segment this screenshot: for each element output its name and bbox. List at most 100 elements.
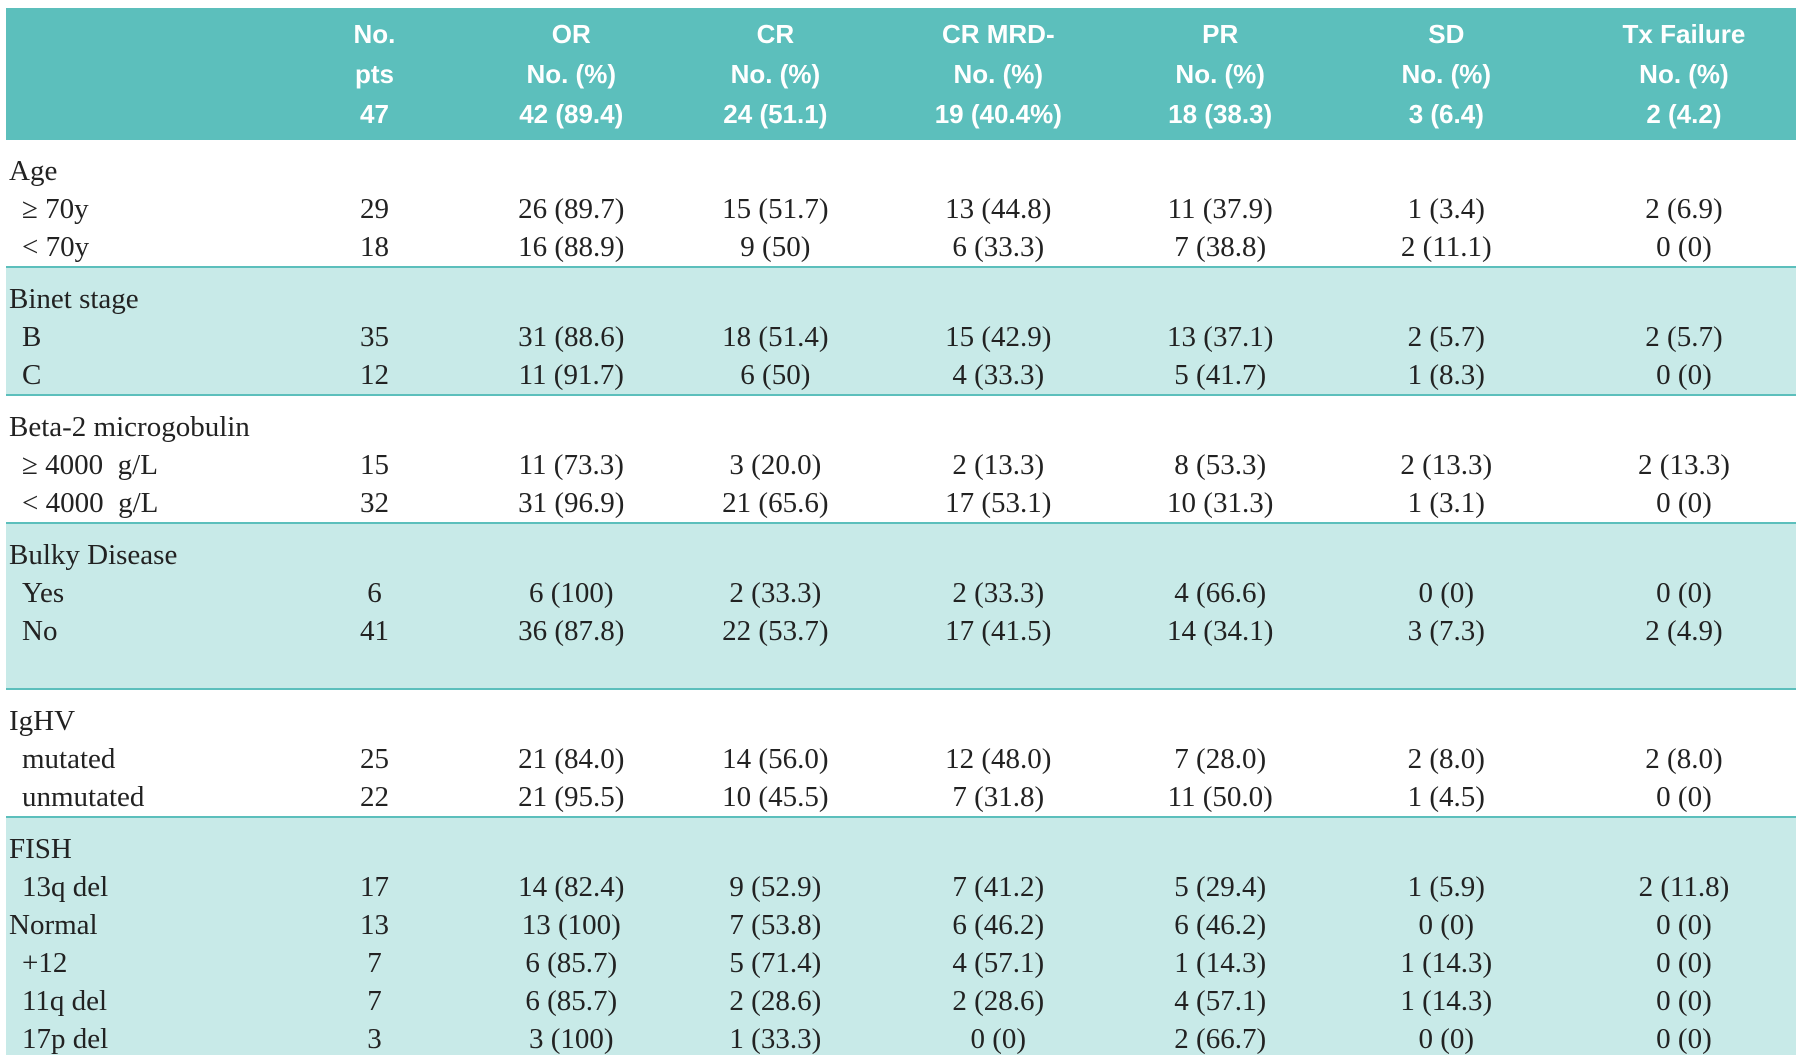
- header-line: No. (%): [526, 59, 616, 89]
- cell: 12 (48.0): [945, 743, 1052, 775]
- header-line: 47: [359, 99, 389, 129]
- cell: 6 (33.3): [952, 231, 1045, 263]
- header-line: No. (%): [730, 59, 821, 89]
- cell: 1 (3.1): [1407, 487, 1485, 519]
- cell: 10 (31.3): [1167, 487, 1274, 519]
- cell: 31 (96.9): [518, 487, 625, 519]
- cell: 1 (14.3): [1320, 982, 1572, 1020]
- header-line: 3 (6.4): [1408, 99, 1484, 129]
- header-line: PR: [1202, 19, 1239, 49]
- cell: 14 (34.1): [1119, 612, 1321, 650]
- row-label: 17p del: [6, 1020, 281, 1055]
- cell: 22 (53.7): [673, 612, 877, 650]
- cell: 5 (29.4): [1119, 868, 1321, 906]
- row-label: No: [6, 612, 281, 650]
- header-line: No. (%): [1639, 59, 1729, 89]
- data-row: ≥ 70y 29 26 (89.7) 15 (51.7) 13 (44.8) 11 (37…: [6, 190, 1796, 228]
- cell: 32: [359, 487, 389, 519]
- header-line: 42 (89.4): [519, 99, 624, 129]
- cell: 0 (0): [1320, 1020, 1572, 1055]
- cell: 25: [359, 743, 389, 775]
- cell: 7: [280, 944, 469, 982]
- cell: 13 (37.1): [1119, 318, 1321, 356]
- header-line: 18 (38.3): [1168, 99, 1273, 129]
- cell: 2 (4.9): [1571, 612, 1796, 650]
- cell: 7: [280, 982, 469, 1020]
- cell: 36 (87.8): [468, 612, 674, 650]
- data-row: Yes 6 6 (100) 2 (33.3) 2 (33.3) 4 (66.6) 0 (0)…: [6, 574, 1796, 612]
- header-cell: Tx Failure No. (%) 2 (4.2): [1571, 8, 1796, 140]
- cell: 1 (33.3): [673, 1020, 877, 1055]
- cell: 2 (5.7): [1571, 318, 1796, 356]
- cell: 3: [280, 1020, 469, 1055]
- group-title: Beta-2 microgobulin: [9, 411, 250, 443]
- cell: 2 (13.3): [952, 449, 1045, 481]
- cell: 0 (0): [1320, 574, 1572, 612]
- header-line: No. (%): [1175, 59, 1265, 89]
- header-line: 24 (51.1): [723, 99, 828, 129]
- row-group: Age ≥ 70y 29 26 (89.7) 15 (51.7) 13 (44.8) 11 …: [6, 140, 1796, 267]
- cell: 16 (88.9): [518, 231, 625, 263]
- row-label: +12: [6, 944, 281, 982]
- cell: 1 (4.5): [1407, 781, 1485, 813]
- cell: 13 (44.8): [945, 193, 1052, 225]
- header-cell: No. pts 47: [280, 8, 469, 140]
- data-row: mutated 25 21 (84.0) 14 (56.0) 12 (48.0) 7 (2…: [6, 740, 1796, 778]
- row-label: 13q del: [6, 868, 281, 906]
- data-row: Normal 13 13 (100) 7 (53.8) 6 (46.2) 6 (46.2)…: [6, 906, 1796, 944]
- row-label: < 4000 g/L: [22, 487, 159, 519]
- cell: 11 (50.0): [1167, 781, 1273, 813]
- cell: 0 (0): [1571, 356, 1796, 395]
- cell: 11 (37.9): [1167, 193, 1273, 225]
- data-row: B 35 31 (88.6) 18 (51.4) 15 (42.9) 13 (37.1) 2…: [6, 318, 1796, 356]
- data-row: ≥ 4000 g/L 15 11 (73.3) 3 (20.0) 2 (13.3) 8 (…: [6, 446, 1796, 484]
- group-title: Age: [9, 155, 58, 187]
- row-label: mutated: [22, 743, 116, 775]
- group-title: IgHV: [9, 705, 76, 737]
- group-title: FISH: [6, 817, 1796, 868]
- cell: 5 (71.4): [673, 944, 877, 982]
- header-line: 19 (40.4%): [934, 99, 1062, 129]
- header-line: CR MRD-: [941, 19, 1055, 49]
- cell: 2 (8.0): [1645, 743, 1723, 775]
- cell: 0 (0): [1320, 906, 1572, 944]
- cell: 18: [359, 231, 389, 263]
- cell: 7 (41.2): [876, 868, 1120, 906]
- cell: 6 (46.2): [1119, 906, 1321, 944]
- spacer: [6, 650, 1796, 689]
- cell: 2 (8.0): [1407, 743, 1485, 775]
- cell: 4 (57.1): [1119, 982, 1321, 1020]
- cell: 2 (28.6): [673, 982, 877, 1020]
- cell: 2 (11.8): [1571, 868, 1796, 906]
- cell: 14 (56.0): [722, 743, 829, 775]
- header-line: No. (%): [1401, 59, 1492, 89]
- cell: 18 (51.4): [673, 318, 877, 356]
- cell: 2 (6.9): [1645, 193, 1723, 225]
- cell: 0 (0): [1571, 944, 1796, 982]
- cell: 22: [359, 781, 389, 813]
- header-row: No. pts 47 OR No. (%) 42 (89.4) CR No. (%) 24 (5…: [6, 8, 1796, 140]
- cell: 21 (95.5): [518, 781, 625, 813]
- cell: 1 (14.3): [1119, 944, 1321, 982]
- group-title-row: Age: [6, 140, 1796, 190]
- cell: 17 (53.1): [945, 487, 1052, 519]
- header-cell: OR No. (%) 42 (89.4): [468, 8, 674, 140]
- data-row: +12 7 6 (85.7) 5 (71.4) 4 (57.1) 1 (14.3) 1 (1…: [6, 944, 1796, 982]
- cell: 15 (42.9): [876, 318, 1120, 356]
- group-title-row: Beta-2 microgobulin: [6, 395, 1796, 446]
- group-title: Binet stage: [6, 267, 1796, 318]
- cell: 5 (41.7): [1119, 356, 1321, 395]
- header-line: No. (%): [953, 59, 1044, 89]
- cell: 9 (52.9): [673, 868, 877, 906]
- cell: 10 (45.5): [722, 781, 829, 813]
- cell: 1 (8.3): [1320, 356, 1572, 395]
- cell: 0 (0): [1656, 487, 1712, 519]
- cell: 6 (46.2): [876, 906, 1120, 944]
- cell: 0 (0): [1656, 781, 1712, 813]
- cell: 17: [280, 868, 469, 906]
- cell: 0 (0): [1571, 1020, 1796, 1055]
- data-row: < 70y 18 16 (88.9) 9 (50) 6 (33.3) 7 (38.8) 2 …: [6, 228, 1796, 267]
- cell: 31 (88.6): [468, 318, 674, 356]
- cell: 12: [280, 356, 469, 395]
- row-label: < 70y: [22, 231, 90, 263]
